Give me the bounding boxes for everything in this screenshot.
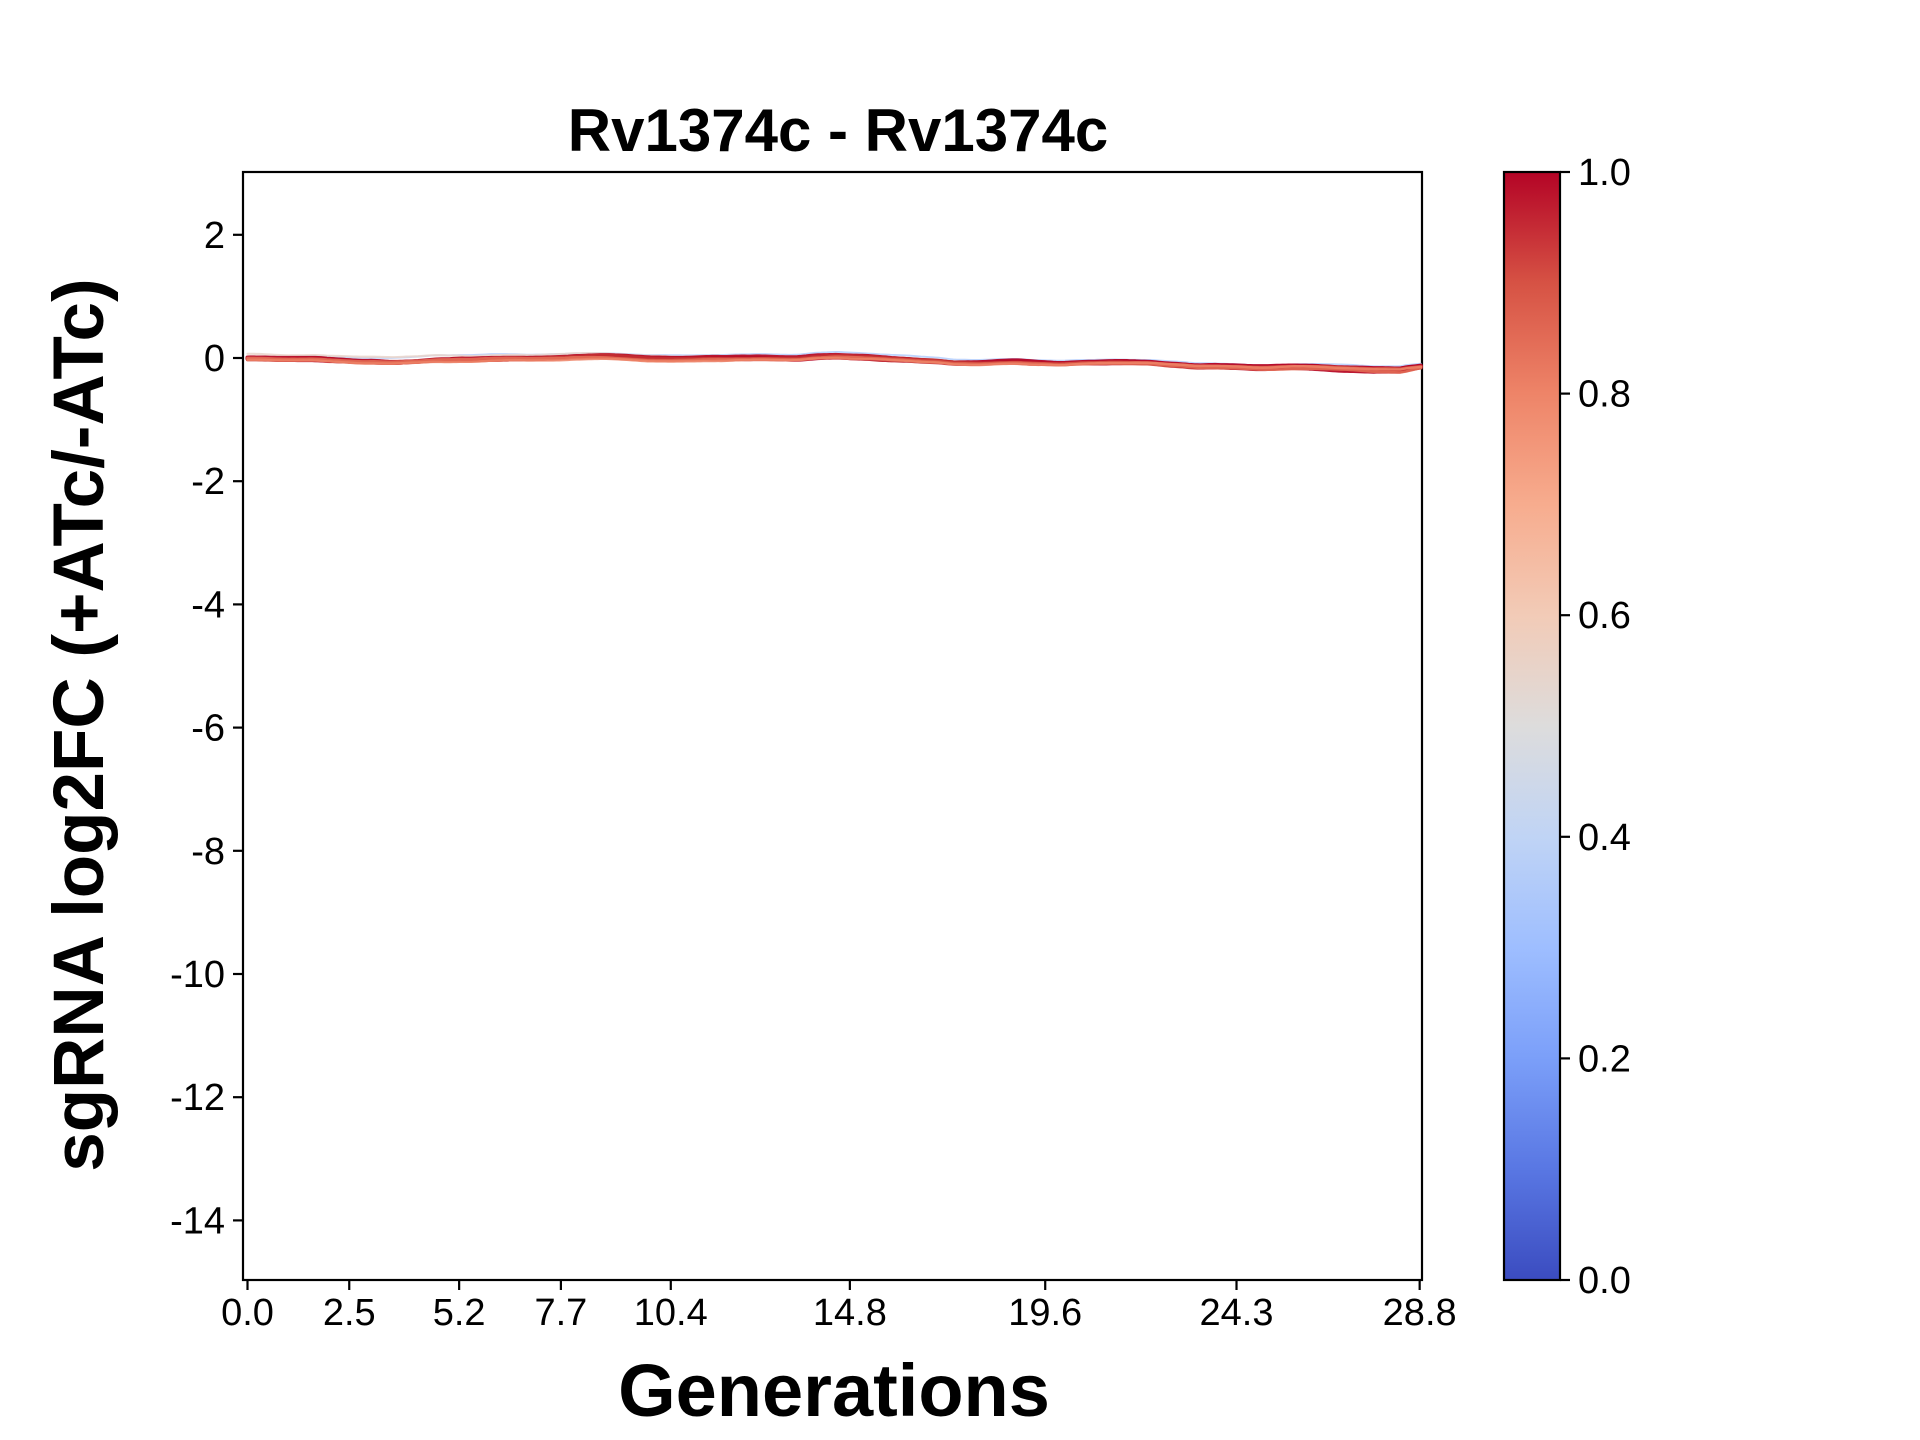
svg-text:Generations: Generations [618, 1349, 1050, 1432]
svg-text:Rv1374c - Rv1374c: Rv1374c - Rv1374c [568, 97, 1108, 164]
svg-text:-10: -10 [170, 954, 225, 996]
svg-text:28.8: 28.8 [1383, 1292, 1457, 1334]
svg-text:7.7: 7.7 [534, 1292, 587, 1334]
svg-text:0.6: 0.6 [1578, 595, 1631, 637]
svg-text:-6: -6 [191, 708, 225, 750]
svg-text:0.0: 0.0 [221, 1292, 274, 1334]
svg-text:2.5: 2.5 [323, 1292, 376, 1334]
svg-text:0.4: 0.4 [1578, 817, 1631, 859]
svg-text:19.6: 19.6 [1008, 1292, 1082, 1334]
svg-text:-2: -2 [191, 461, 225, 503]
svg-text:10.4: 10.4 [634, 1292, 708, 1334]
svg-text:-12: -12 [170, 1077, 225, 1119]
svg-text:0.0: 0.0 [1578, 1260, 1631, 1302]
svg-text:0.8: 0.8 [1578, 374, 1631, 416]
svg-text:-8: -8 [191, 831, 225, 873]
svg-text:0: 0 [204, 338, 225, 380]
svg-text:24.3: 24.3 [1200, 1292, 1274, 1334]
svg-text:sgRNA log2FC (+ATc/-ATc): sgRNA log2FC (+ATc/-ATc) [40, 278, 119, 1171]
svg-text:0.2: 0.2 [1578, 1038, 1631, 1080]
svg-text:1.0: 1.0 [1578, 152, 1631, 194]
svg-text:2: 2 [204, 215, 225, 257]
svg-text:5.2: 5.2 [433, 1292, 486, 1334]
svg-text:-4: -4 [191, 584, 225, 626]
svg-text:14.8: 14.8 [813, 1292, 887, 1334]
svg-text:-14: -14 [170, 1200, 225, 1242]
